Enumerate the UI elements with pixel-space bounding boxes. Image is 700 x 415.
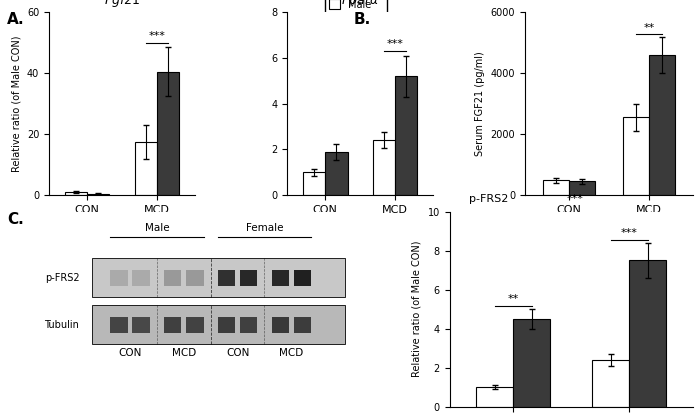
Bar: [629, 261, 666, 407]
Bar: [218, 317, 235, 332]
Text: ***: ***: [566, 194, 583, 204]
Text: Male: Male: [144, 223, 169, 233]
Bar: [164, 317, 181, 332]
Bar: [186, 317, 204, 332]
Text: p-FRS2: p-FRS2: [469, 194, 508, 204]
Bar: [649, 55, 675, 195]
Bar: [65, 192, 88, 195]
Text: **: **: [508, 294, 519, 304]
Bar: [110, 317, 127, 332]
Legend: Male, Female: Male, Female: [325, 0, 387, 29]
Bar: [132, 270, 150, 286]
Bar: [134, 142, 157, 195]
Bar: [272, 270, 289, 286]
Y-axis label: Relative ratio (of Male CON): Relative ratio (of Male CON): [412, 241, 422, 377]
Bar: [372, 140, 395, 195]
Bar: [543, 181, 569, 195]
Bar: [624, 117, 649, 195]
Bar: [592, 360, 629, 407]
Text: A.: A.: [7, 12, 24, 27]
Bar: [186, 270, 204, 286]
Text: p-FRS2: p-FRS2: [45, 273, 79, 283]
Y-axis label: Serum FGF21 (pg/ml): Serum FGF21 (pg/ml): [475, 51, 485, 156]
Text: C.: C.: [7, 212, 24, 227]
Text: CON: CON: [226, 348, 249, 358]
Bar: [303, 172, 326, 195]
Bar: [218, 270, 235, 286]
Bar: [88, 193, 109, 195]
Text: ***: ***: [621, 228, 638, 238]
Bar: [240, 270, 258, 286]
Text: $\it{Fgf21}$: $\it{Fgf21}$: [104, 0, 140, 9]
Bar: [294, 317, 312, 332]
Text: **: **: [643, 22, 655, 32]
Text: $\it{Ppar\alpha}$: $\it{Ppar\alpha}$: [341, 0, 379, 9]
Bar: [294, 270, 312, 286]
Bar: [92, 305, 345, 344]
Bar: [569, 181, 594, 195]
Bar: [132, 317, 150, 332]
Text: Tubulin: Tubulin: [44, 320, 79, 330]
Text: B.: B.: [354, 12, 371, 27]
Text: ***: ***: [386, 39, 403, 49]
Text: CON: CON: [118, 348, 141, 358]
Text: ***: ***: [148, 32, 165, 42]
Bar: [326, 151, 347, 195]
Bar: [272, 317, 289, 332]
Bar: [476, 387, 513, 407]
Bar: [164, 270, 181, 286]
Text: MCD: MCD: [172, 348, 196, 358]
Bar: [92, 259, 345, 298]
Bar: [157, 72, 179, 195]
Text: MCD: MCD: [279, 348, 304, 358]
Bar: [240, 317, 258, 332]
Text: Female: Female: [246, 223, 284, 233]
Bar: [513, 319, 550, 407]
Y-axis label: Relative ratio (of Male CON): Relative ratio (of Male CON): [11, 36, 21, 172]
Bar: [110, 270, 127, 286]
Bar: [395, 76, 417, 195]
